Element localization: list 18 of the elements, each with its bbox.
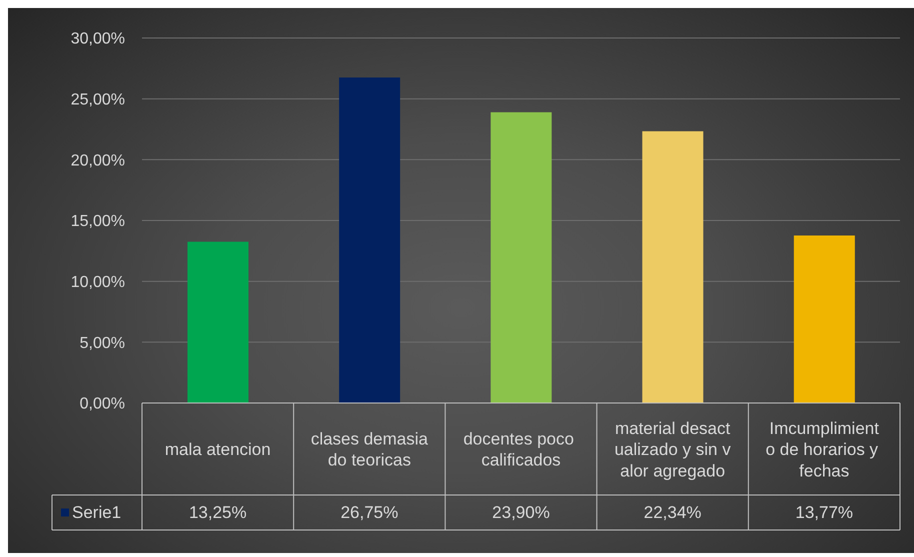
x-tick-label: Imcumplimiento de horarios y fechas xyxy=(766,418,883,480)
data-label: 13,25% xyxy=(188,503,247,522)
y-tick-label: 10,00% xyxy=(70,274,125,292)
y-tick-label: 30,00% xyxy=(70,30,125,48)
x-tick-label: material desactualizado y sin valor agregado xyxy=(614,418,732,480)
data-label: 23,90% xyxy=(492,503,550,522)
y-tick-label: 0,00% xyxy=(80,396,125,413)
data-label: 26,75% xyxy=(340,503,398,522)
x-tick-label: clases demasiado teoricas xyxy=(310,428,429,470)
y-tick-label: 5,00% xyxy=(80,334,125,352)
y-tick-label: 20,00% xyxy=(70,152,125,170)
data-label: 13,77% xyxy=(795,503,854,522)
legend-label: Serie1 xyxy=(72,503,122,522)
data-label: 22,34% xyxy=(644,503,702,522)
x-tick-label: docentes poco calificados xyxy=(463,428,579,470)
y-tick-label: 15,00% xyxy=(70,213,125,230)
y-tick-label: 25,00% xyxy=(70,92,125,109)
x-tick-label: mala atencion xyxy=(164,440,271,458)
